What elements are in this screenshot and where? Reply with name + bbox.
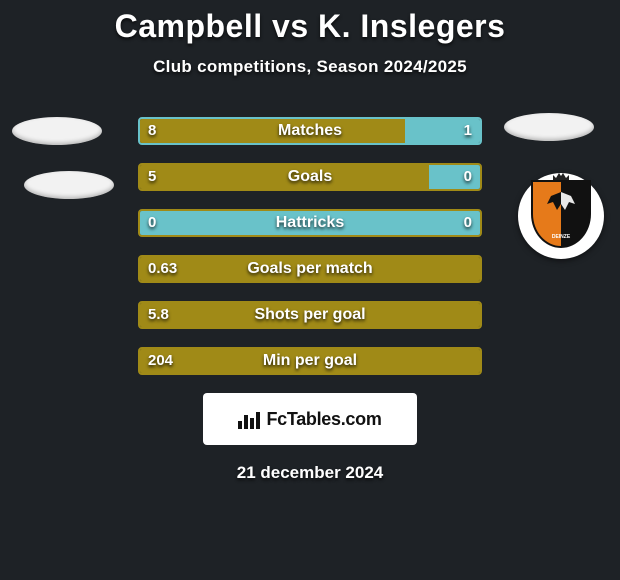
player-left-shadow-2 (24, 171, 114, 199)
eagle-icon (543, 190, 579, 216)
page-title: Campbell vs K. Inslegers (0, 0, 620, 45)
shield-icon: DEINZE (531, 180, 591, 248)
club-badge-inner: DEINZE (531, 180, 591, 252)
bar-fill-left (140, 165, 429, 189)
badge-year: DEINZE (533, 234, 589, 240)
stat-row: Goals50 (138, 163, 482, 191)
bars-icon (238, 411, 260, 429)
player-right-shadow (504, 113, 594, 141)
stat-row: Matches81 (138, 117, 482, 145)
club-badge: DEINZE (518, 173, 604, 259)
bar-fill-right (140, 211, 480, 235)
content-area: DEINZE Matches81 Goals50 Hattricks00 Goals … (0, 117, 620, 483)
bar-fill-left (140, 257, 480, 281)
stat-row: Hattricks00 (138, 209, 482, 237)
player-left-shadow-1 (12, 117, 102, 145)
comparison-infographic: Campbell vs K. Inslegers Club competitio… (0, 0, 620, 580)
stat-row: Shots per goal5.8 (138, 301, 482, 329)
bar-fill-left (140, 119, 405, 143)
bar-fill-left (140, 349, 480, 373)
stat-row: Min per goal204 (138, 347, 482, 375)
bar-fill-right (405, 119, 480, 143)
footer-date: 21 december 2024 (0, 463, 620, 483)
bar-fill-left (140, 303, 480, 327)
fctables-logo-text: FcTables.com (266, 409, 381, 430)
bar-fill-right (429, 165, 480, 189)
stat-row: Goals per match0.63 (138, 255, 482, 283)
page-subtitle: Club competitions, Season 2024/2025 (0, 57, 620, 77)
stat-bars: Matches81 Goals50 Hattricks00 Goals per mat… (138, 117, 482, 375)
fctables-logo[interactable]: FcTables.com (203, 393, 417, 445)
